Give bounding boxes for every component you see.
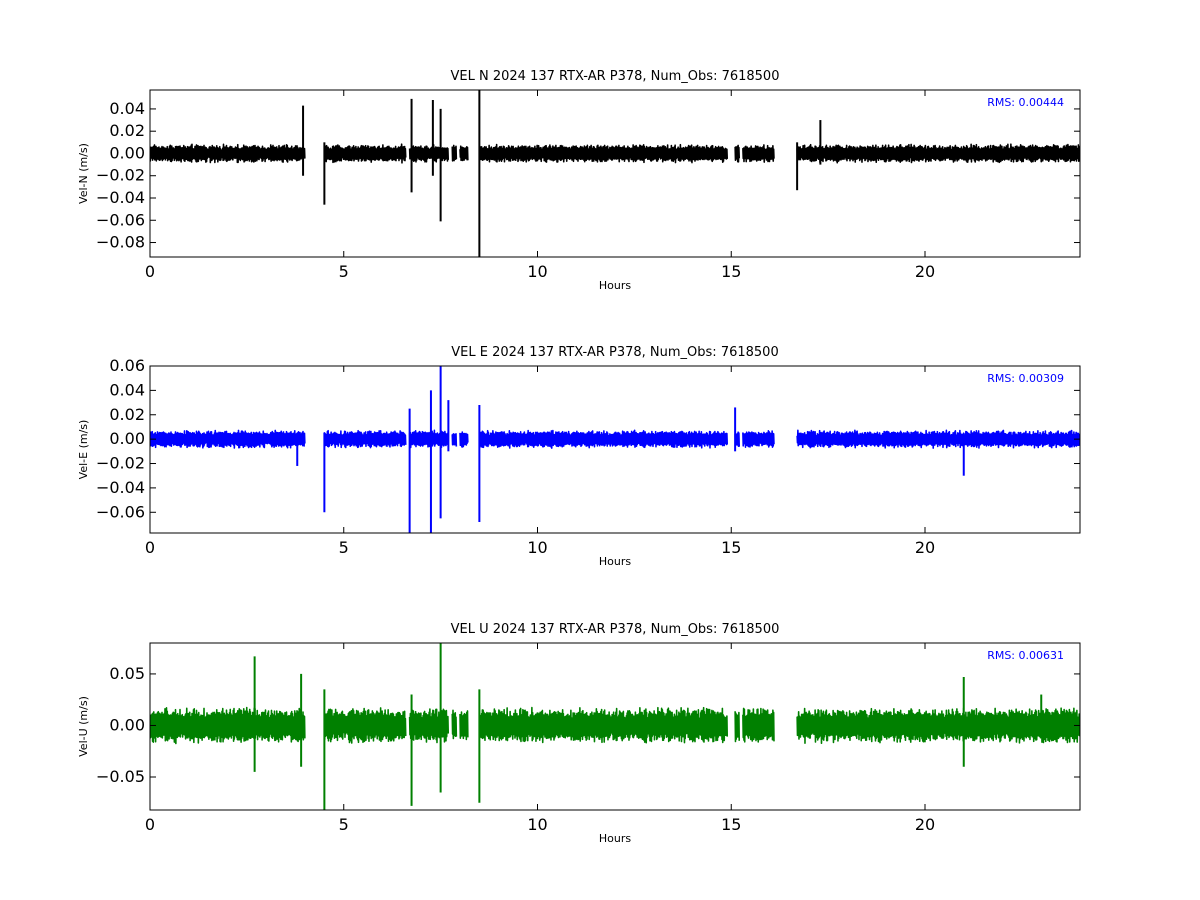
x-tick-label: 5: [339, 538, 349, 557]
y-tick-label: −0.06: [96, 502, 145, 521]
chart-title: VEL U 2024 137 RTX-AR P378, Num_Obs: 761…: [451, 622, 780, 637]
x-tick-label: 20: [915, 815, 935, 834]
axes-frame: [149, 642, 1081, 811]
y-axis-label: Vel-U (m/s): [77, 696, 90, 757]
axes-frame: [149, 89, 1081, 258]
rms-label: RMS: 0.00309: [987, 372, 1064, 385]
y-tick-label: 0.04: [109, 99, 145, 118]
y-tick-label: −0.08: [96, 233, 145, 252]
x-tick-label: 5: [339, 262, 349, 281]
y-axis-label: Vel-N (m/s): [77, 143, 90, 204]
chart-stack: VEL N 2024 137 RTX-AR P378, Num_Obs: 761…: [77, 69, 1081, 845]
series-line-0: [150, 143, 1080, 164]
y-tick-label: 0.00: [109, 143, 145, 162]
x-tick-label: 15: [721, 815, 741, 834]
rms-label: RMS: 0.00631: [987, 649, 1064, 662]
x-axis-label: Hours: [599, 555, 631, 568]
x-tick-label: 20: [915, 262, 935, 281]
plot-area: [150, 90, 1080, 257]
x-tick-label: 15: [721, 262, 741, 281]
x-tick-label: 15: [721, 538, 741, 557]
axes-frame: [149, 365, 1081, 534]
rms-label: RMS: 0.00444: [987, 96, 1064, 109]
chart-panel-1: VEL E 2024 137 RTX-AR P378, Num_Obs: 761…: [77, 345, 1081, 568]
y-tick-label: 0.05: [109, 664, 145, 683]
plot-area: [150, 366, 1080, 533]
y-tick-label: −0.05: [96, 767, 145, 786]
x-axis-label: Hours: [599, 279, 631, 292]
series-line-0: [150, 429, 1080, 449]
y-tick-label: 0.02: [109, 405, 145, 424]
y-tick-label: −0.02: [96, 454, 145, 473]
series-line-0: [150, 706, 1080, 745]
y-tick-label: 0.00: [109, 715, 145, 734]
x-tick-label: 20: [915, 538, 935, 557]
y-tick-label: 0.06: [109, 356, 145, 375]
y-tick-label: 0.02: [109, 121, 145, 140]
x-tick-label: 0: [145, 815, 155, 834]
x-tick-label: 10: [527, 815, 547, 834]
x-tick-label: 0: [145, 262, 155, 281]
y-tick-label: −0.02: [96, 166, 145, 185]
chart-panel-0: VEL N 2024 137 RTX-AR P378, Num_Obs: 761…: [77, 69, 1081, 292]
y-tick-label: 0.04: [109, 380, 145, 399]
y-tick-label: −0.04: [96, 188, 145, 207]
y-axis-label: Vel-E (m/s): [77, 420, 90, 480]
y-tick-label: 0.00: [109, 429, 145, 448]
x-tick-label: 10: [527, 262, 547, 281]
x-axis-label: Hours: [599, 832, 631, 845]
x-tick-label: 0: [145, 538, 155, 557]
chart-panel-2: VEL U 2024 137 RTX-AR P378, Num_Obs: 761…: [77, 622, 1081, 845]
chart-title: VEL N 2024 137 RTX-AR P378, Num_Obs: 761…: [451, 69, 780, 84]
y-tick-label: −0.06: [96, 210, 145, 229]
x-tick-label: 10: [527, 538, 547, 557]
plot-area: [150, 643, 1080, 810]
chart-title: VEL E 2024 137 RTX-AR P378, Num_Obs: 761…: [451, 345, 778, 360]
x-tick-label: 5: [339, 815, 349, 834]
y-tick-label: −0.04: [96, 478, 145, 497]
